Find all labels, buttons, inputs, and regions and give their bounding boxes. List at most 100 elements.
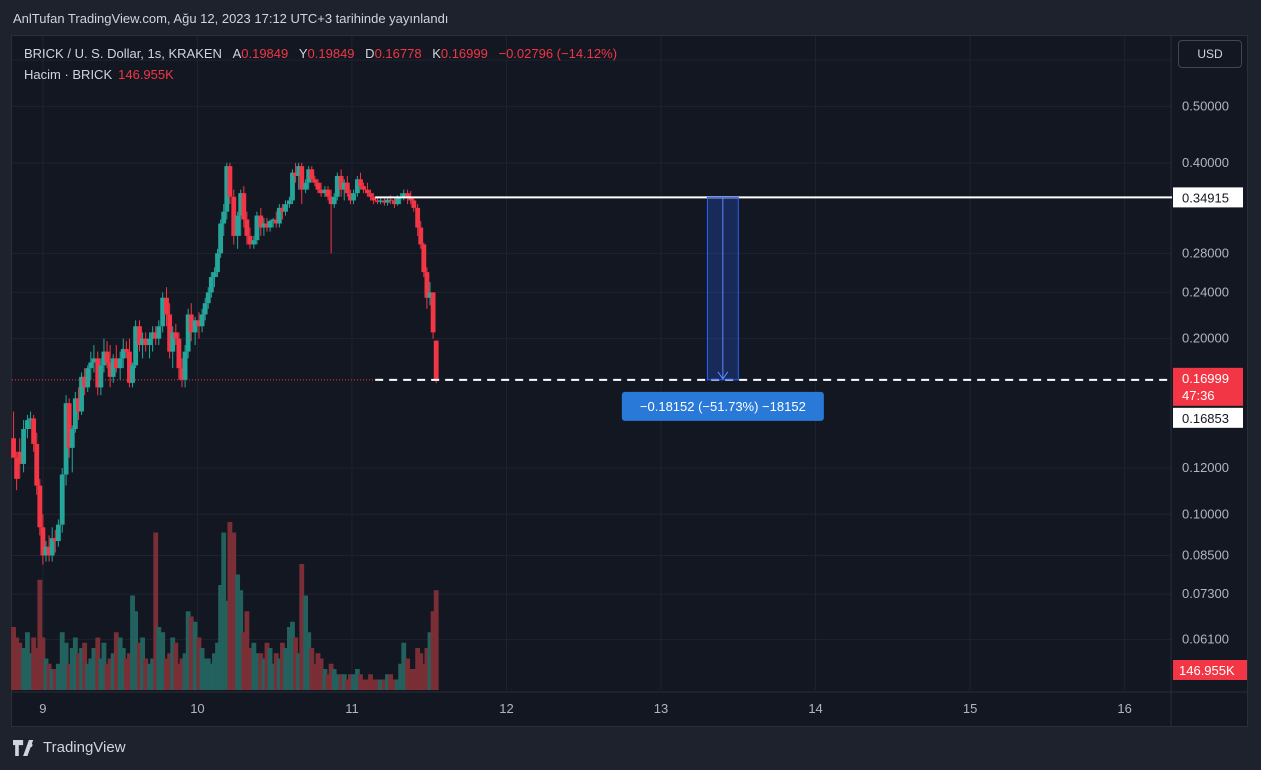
volume-bar: [415, 648, 421, 690]
volume-bar: [170, 637, 176, 690]
volume-bar: [179, 658, 185, 690]
candle-body: [140, 338, 145, 346]
top-line-tag: [1173, 187, 1243, 208]
candle-body: [371, 196, 377, 201]
candle-body: [388, 199, 394, 201]
volume-bar: [104, 663, 110, 690]
volume-bar: [49, 669, 55, 690]
candle-body: [31, 418, 37, 444]
volume-bar: [25, 632, 30, 690]
volume-bar: [167, 653, 173, 690]
candle-body: [40, 527, 46, 556]
candle-body: [133, 326, 139, 366]
volume-bar: [322, 669, 328, 690]
volume-legend[interactable]: Hacim · BRICK 146.955K: [24, 67, 174, 82]
volume-bar: [153, 532, 159, 690]
candle-body: [273, 219, 279, 224]
volume-bar: [261, 658, 267, 690]
symbol-legend[interactable]: BRICK / U. S. Dollar, 1s, KRAKEN A0.1984…: [24, 46, 617, 61]
candle-body: [361, 186, 366, 190]
candle-body: [401, 193, 407, 197]
volume-bar: [375, 679, 380, 690]
y-tick-label: 0.28000: [1182, 245, 1229, 260]
volume-bar: [63, 642, 69, 690]
volume-bar: [59, 632, 65, 690]
candle-body: [79, 376, 84, 412]
candle-body: [117, 358, 123, 369]
candle-body: [76, 398, 81, 412]
candle-body: [341, 182, 347, 190]
volume-bar: [212, 653, 217, 690]
volume-bar: [79, 648, 84, 690]
volume-bar: [334, 674, 340, 690]
candle-body: [358, 179, 363, 187]
chart-frame[interactable]: [11, 35, 1248, 727]
volume-bar: [202, 658, 208, 690]
y-tick-label: 0.08500: [1182, 548, 1229, 563]
candle-body: [192, 320, 198, 333]
candle-body: [424, 272, 430, 298]
tradingview-footer[interactable]: TradingView: [13, 739, 126, 756]
candle-body: [85, 368, 91, 388]
candle-body: [309, 169, 315, 180]
candle-body: [312, 179, 318, 183]
volume-bar: [405, 658, 411, 690]
volume-bar: [117, 637, 123, 690]
volume-bar: [218, 585, 224, 690]
candle-body: [241, 193, 247, 220]
volume-bar: [244, 611, 250, 690]
candle-body: [430, 292, 436, 333]
candle-body: [306, 169, 312, 183]
volume-bar: [430, 611, 436, 690]
volume-legend-label: Hacim · BRICK: [24, 67, 113, 82]
change-value: −0.02796 (−14.12%): [498, 46, 618, 61]
measure-label-box: [621, 391, 824, 421]
volume-bar: [235, 574, 241, 690]
candle-body: [365, 189, 370, 194]
y-tick-label: 0.50000: [1182, 98, 1229, 113]
volume-bar: [354, 669, 360, 690]
volume-bar: [221, 532, 227, 690]
candle-body: [185, 314, 191, 352]
top-line-tag-label: 0.34915: [1182, 190, 1229, 205]
volume-bar: [28, 653, 33, 690]
volume-bar: [408, 669, 414, 690]
open-value: 0.19849: [241, 46, 289, 61]
volume-bar: [164, 658, 169, 690]
currency-button[interactable]: USD: [1178, 40, 1242, 68]
candle-body: [303, 182, 309, 190]
candle-body: [247, 235, 253, 245]
candle-body: [238, 193, 244, 216]
volume-bar: [371, 679, 377, 690]
bottom-line-tag-label: 0.16853: [1182, 411, 1229, 426]
volume-bars: [11, 522, 439, 690]
candle-body: [11, 438, 16, 458]
volume-legend-value: 146.955K: [118, 67, 174, 82]
volume-bar: [215, 642, 220, 690]
volume-bar: [196, 637, 202, 690]
volume-bar: [34, 648, 40, 690]
volume-bar: [286, 627, 292, 690]
close-value: 0.16999: [440, 46, 488, 61]
symbol-name: BRICK / U. S. Dollar, 1s, KRAKEN: [24, 46, 222, 61]
candle-body: [299, 166, 305, 190]
volume-bar: [101, 642, 107, 690]
candle-body: [173, 332, 179, 339]
volume-bar: [385, 674, 390, 690]
candle-body: [49, 538, 55, 556]
candle-body: [69, 429, 75, 448]
candle-body: [221, 211, 227, 224]
volume-bar: [31, 637, 37, 690]
volume-bar: [312, 663, 318, 690]
candle-body: [52, 538, 58, 542]
time-axis: 9 10 11 12 13 14 15 16: [39, 701, 1132, 716]
volume-bar: [238, 590, 244, 690]
candle-body: [182, 351, 188, 380]
volume-bar: [76, 653, 81, 690]
candle-body: [344, 182, 350, 194]
volume-tag: [1173, 660, 1247, 680]
candle-body: [202, 303, 208, 315]
candle-body: [296, 166, 302, 176]
countdown-label: 47:36: [1182, 388, 1215, 403]
